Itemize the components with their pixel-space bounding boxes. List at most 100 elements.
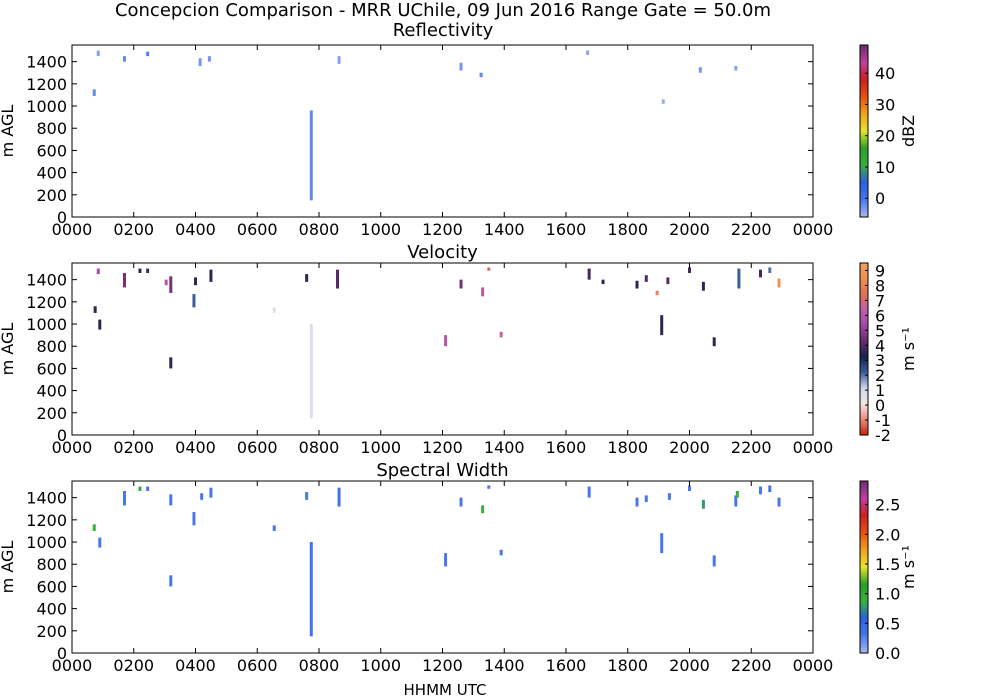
x-tick-label: 1000 <box>360 656 401 675</box>
colorbar-label: m s⁻¹ <box>899 545 918 589</box>
y-tick-label: 0 <box>57 426 67 445</box>
data-cell <box>586 50 590 55</box>
data-cell <box>487 485 491 489</box>
data-cell <box>688 485 691 491</box>
data-cell <box>667 493 671 500</box>
x-tick-label: 2200 <box>731 220 772 239</box>
panel-title-spectral-width: Spectral Width <box>376 460 508 481</box>
y-tick-label: 600 <box>36 577 67 596</box>
panel-title-reflectivity: Reflectivity <box>392 20 494 41</box>
data-cell <box>635 497 639 507</box>
x-tick-label: 1800 <box>607 220 648 239</box>
x-tick-label: 0400 <box>175 656 216 675</box>
data-cell <box>444 335 448 347</box>
x-tick-label: 1400 <box>484 656 525 675</box>
x-tick-label: 0000 <box>52 220 93 239</box>
x-tick-label: 0600 <box>237 656 278 675</box>
x-tick-label: 1200 <box>422 220 463 239</box>
plot-area-velocity <box>71 262 814 436</box>
colorbar-tick-label: 0.5 <box>875 614 900 633</box>
data-cell <box>481 287 485 297</box>
data-cell <box>601 279 605 285</box>
data-cell <box>98 537 102 548</box>
data-cell <box>122 56 126 62</box>
data-cell <box>169 357 173 369</box>
data-cell <box>198 58 202 67</box>
colorbar-tick-label: 2 <box>875 366 885 385</box>
y-tick-label: 400 <box>36 382 67 401</box>
panel-title-velocity: Velocity <box>407 242 478 263</box>
x-tick-label: 1600 <box>546 220 587 239</box>
colorbar-tick-label: 2.5 <box>875 496 900 515</box>
x-tick-label: 0600 <box>237 438 278 457</box>
colorbar-tick-label: 20 <box>875 127 895 146</box>
data-cell <box>666 277 670 285</box>
data-cell <box>305 492 309 500</box>
data-cell <box>336 269 340 289</box>
colorbar-tick-label: 8 <box>875 276 885 295</box>
y-tick-label: 1000 <box>26 97 67 116</box>
data-cell <box>192 294 196 308</box>
y-tick-label: 0 <box>57 644 67 663</box>
data-cell <box>309 324 313 419</box>
x-tick-label: 0000 <box>52 656 93 675</box>
data-cell <box>734 66 738 71</box>
colorbar-tick-label: 6 <box>875 306 885 325</box>
data-cell <box>698 67 702 73</box>
data-cell <box>169 276 173 293</box>
colorbar-tick-label: 5 <box>875 321 885 340</box>
data-cell <box>712 555 716 567</box>
colorbar-velocity <box>859 262 869 436</box>
colorbar-tick-label: 30 <box>875 95 895 114</box>
data-cell <box>98 319 102 330</box>
data-cell <box>479 72 483 78</box>
data-cell <box>688 267 691 273</box>
data-cell <box>138 486 142 491</box>
x-tick-label: 0000 <box>793 220 834 239</box>
y-tick-label: 200 <box>36 622 67 641</box>
x-tick-label: 1000 <box>360 220 401 239</box>
data-cell <box>305 274 309 282</box>
data-cell <box>655 290 659 296</box>
data-cell <box>92 89 96 97</box>
x-tick-label: 1800 <box>607 656 648 675</box>
x-tick-label: 2000 <box>669 656 710 675</box>
data-cell <box>92 524 96 531</box>
data-cell <box>712 337 716 347</box>
data-cell <box>644 495 648 503</box>
x-tick-label: 0000 <box>52 438 93 457</box>
y-tick-label: 1400 <box>26 271 67 290</box>
data-cell <box>146 268 150 273</box>
colorbar-tick-label: 1.5 <box>875 555 900 574</box>
data-cell <box>192 512 196 526</box>
y-tick-label: 1200 <box>26 511 67 530</box>
data-cell <box>737 268 741 289</box>
data-cell <box>701 281 705 291</box>
y-tick-label: 200 <box>36 404 67 423</box>
data-cell <box>169 575 173 587</box>
y-axis-label: m AGL <box>0 541 17 594</box>
data-cell <box>96 50 100 57</box>
data-cell <box>272 307 276 313</box>
x-tick-label: 0800 <box>299 656 340 675</box>
y-tick-label: 400 <box>36 600 67 619</box>
colorbar-tick-label: 1.0 <box>875 585 900 604</box>
colorbar-tick-label: 0.0 <box>875 644 900 663</box>
y-tick-label: 1000 <box>26 315 67 334</box>
x-tick-label: 1400 <box>484 220 525 239</box>
x-tick-label: 0000 <box>793 438 834 457</box>
data-cell <box>209 487 213 498</box>
colorbar-tick-label: 7 <box>875 291 885 310</box>
x-tick-label: 2000 <box>669 438 710 457</box>
y-tick-label: 800 <box>36 337 67 356</box>
y-tick-label: 200 <box>36 186 67 205</box>
data-cell <box>272 525 276 531</box>
colorbar-tick-label: 4 <box>875 336 885 355</box>
data-cell <box>337 487 341 507</box>
colorbar-tick-label: 0 <box>875 189 885 208</box>
data-cell <box>207 56 211 62</box>
colorbar-reflectivity <box>859 44 869 218</box>
data-cell <box>93 306 97 313</box>
colorbar-tick-label: 2.0 <box>875 525 900 544</box>
data-cell <box>96 268 100 275</box>
